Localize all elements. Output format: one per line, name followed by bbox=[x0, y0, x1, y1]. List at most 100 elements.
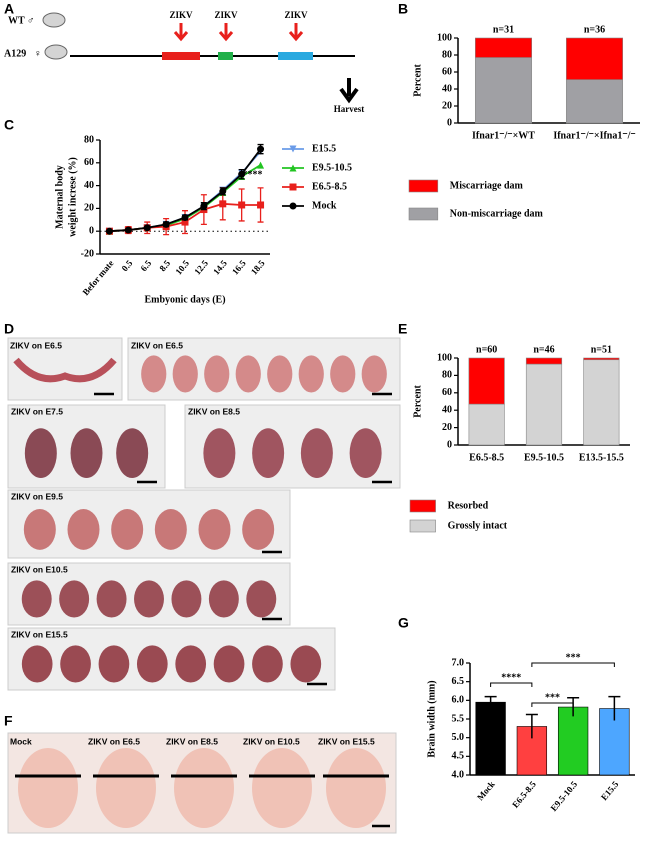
embryo bbox=[198, 509, 231, 550]
data-point bbox=[257, 161, 265, 169]
data-point bbox=[289, 202, 297, 210]
data-point bbox=[238, 170, 246, 178]
y-tick-label: 20 bbox=[84, 203, 94, 214]
infection-label: ZIKV bbox=[169, 10, 193, 20]
y-tick-label: 60 bbox=[442, 387, 452, 398]
brain bbox=[96, 748, 156, 828]
bar-segment bbox=[583, 357, 620, 361]
embryo bbox=[298, 355, 324, 393]
embryo bbox=[267, 355, 293, 393]
embryo bbox=[154, 509, 187, 550]
y-tick-label: 5.5 bbox=[452, 713, 465, 724]
significance-bracket bbox=[531, 702, 574, 707]
legend-swatch bbox=[408, 179, 439, 193]
embryo bbox=[21, 580, 52, 618]
sample-size: n=36 bbox=[584, 24, 605, 35]
embryo bbox=[172, 355, 198, 393]
legend-swatch bbox=[408, 207, 439, 221]
photo-label: ZIKV on E6.5 bbox=[88, 736, 140, 746]
bar-segment bbox=[565, 79, 624, 124]
infection-label: ZIKV bbox=[214, 10, 238, 20]
error-bar bbox=[567, 696, 580, 717]
mouse-icon bbox=[44, 44, 68, 60]
bar-segment bbox=[525, 357, 563, 365]
embryo bbox=[141, 355, 167, 393]
sex-symbol: ♀ bbox=[34, 48, 42, 59]
bar-segment bbox=[565, 37, 624, 80]
legend-swatch bbox=[409, 519, 436, 533]
embryo bbox=[330, 355, 356, 393]
embryo bbox=[242, 509, 275, 550]
photo-label: ZIKV on E8.5 bbox=[188, 406, 240, 416]
panel-letter: B bbox=[398, 1, 408, 17]
legend-swatch bbox=[409, 499, 436, 513]
y-tick-label: 100 bbox=[437, 352, 452, 363]
embryo bbox=[290, 645, 322, 683]
y-tick-label: 40 bbox=[84, 180, 94, 191]
error-bar bbox=[484, 695, 497, 708]
error-bar bbox=[525, 713, 538, 739]
data-point bbox=[105, 227, 113, 235]
embryo bbox=[98, 645, 130, 683]
photo-panel bbox=[7, 337, 401, 691]
bar-segment bbox=[525, 363, 563, 446]
bar-segment bbox=[468, 357, 505, 405]
infection-window bbox=[278, 52, 313, 60]
panel-letter: F bbox=[4, 713, 13, 729]
embryo bbox=[171, 580, 202, 618]
embryo bbox=[252, 645, 283, 683]
data-point bbox=[181, 218, 189, 226]
y-tick-label: 5.0 bbox=[452, 732, 465, 743]
y-tick-label: 40 bbox=[442, 404, 452, 415]
legend-label: Mock bbox=[312, 200, 337, 211]
y-tick-label: -20 bbox=[81, 248, 94, 259]
panel-letter: A bbox=[4, 1, 14, 17]
brain bbox=[18, 748, 78, 828]
panel-letter: E bbox=[398, 321, 407, 337]
x-tick-label: E9.5-10.5 bbox=[524, 452, 564, 463]
embryo bbox=[134, 580, 164, 618]
embryo bbox=[175, 645, 207, 683]
embryo bbox=[235, 355, 261, 393]
embryo bbox=[96, 580, 127, 618]
y-tick-label: 60 bbox=[84, 157, 94, 168]
legend-label: Resorbed bbox=[448, 500, 489, 511]
data-point bbox=[219, 187, 227, 195]
embryo bbox=[213, 645, 245, 683]
embryo bbox=[136, 645, 168, 683]
data-point bbox=[200, 202, 208, 210]
embryo bbox=[208, 580, 239, 618]
photo-label: ZIKV on E10.5 bbox=[11, 564, 68, 574]
photo-label: ZIKV on E10.5 bbox=[243, 736, 300, 746]
x-axis-label: Embyonic days (E) bbox=[144, 294, 225, 305]
embryo bbox=[204, 355, 230, 393]
y-tick-label: 40 bbox=[442, 83, 452, 94]
x-tick-label: Ifnar1⁻/⁻×WT bbox=[472, 130, 535, 141]
sample-size: n=46 bbox=[533, 344, 554, 355]
embryo bbox=[252, 428, 285, 479]
panel-letter: G bbox=[398, 615, 409, 631]
embryo bbox=[116, 428, 149, 479]
significance-bracket bbox=[531, 662, 615, 667]
embryo bbox=[246, 580, 277, 618]
embryo bbox=[24, 428, 57, 479]
embryo bbox=[59, 580, 90, 618]
brain bbox=[252, 748, 312, 828]
data-point bbox=[257, 201, 265, 209]
photo-label: ZIKV on E6.5 bbox=[10, 340, 62, 350]
legend-label: E6.5-8.5 bbox=[312, 181, 347, 192]
sample-size: n=60 bbox=[476, 344, 497, 355]
infection-arrow bbox=[218, 23, 234, 42]
photo-label: ZIKV on E15.5 bbox=[11, 629, 68, 639]
panel-letter: D bbox=[4, 321, 14, 337]
parent-label: WT bbox=[8, 15, 25, 26]
y-tick-label: 100 bbox=[437, 32, 452, 43]
infection-arrow bbox=[288, 23, 304, 42]
y-tick-label: 0 bbox=[447, 117, 452, 128]
y-axis-label: Percent bbox=[412, 385, 423, 418]
data-point bbox=[289, 183, 297, 191]
photo-label: ZIKV on E15.5 bbox=[318, 736, 375, 746]
mouse-icon bbox=[42, 12, 66, 28]
y-tick-label: 7.0 bbox=[452, 657, 465, 668]
